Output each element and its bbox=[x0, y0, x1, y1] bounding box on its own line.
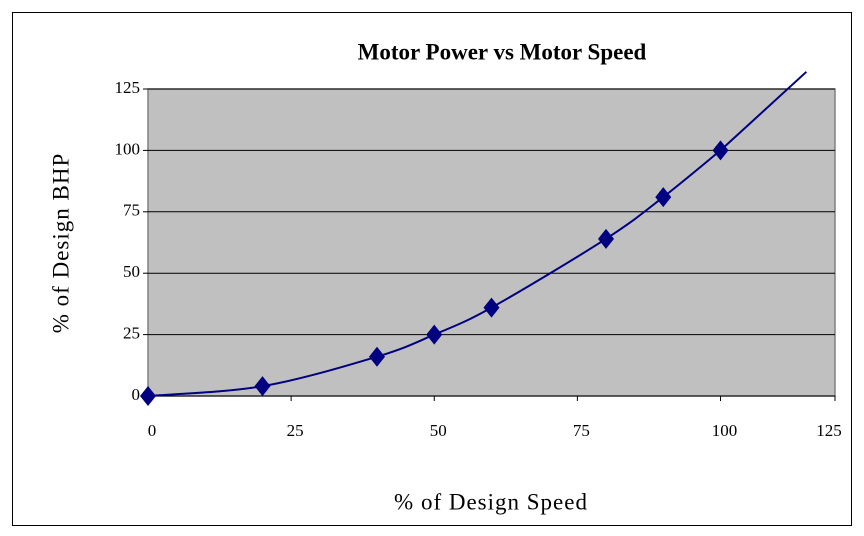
data-point bbox=[598, 228, 614, 249]
x-tick-label: 125 bbox=[816, 421, 842, 440]
x-tick-label: 75 bbox=[573, 421, 590, 440]
data-point bbox=[140, 386, 156, 406]
y-tick-label: 50 bbox=[123, 262, 140, 281]
x-axis-label: % of Design Speed bbox=[394, 489, 588, 514]
data-point bbox=[369, 346, 385, 367]
y-tick-label: 0 bbox=[132, 385, 141, 404]
x-tick-label: 50 bbox=[430, 421, 447, 440]
data-point bbox=[655, 187, 672, 208]
chart-title: Motor Power vs Motor Speed bbox=[358, 39, 647, 64]
y-tick-label: 25 bbox=[123, 324, 140, 343]
data-point bbox=[426, 324, 443, 345]
plot-area bbox=[147, 88, 836, 397]
x-tick-label: 100 bbox=[712, 421, 738, 440]
data-point bbox=[483, 297, 500, 318]
series-line bbox=[719, 71, 808, 152]
x-tick-label: 0 bbox=[148, 421, 157, 440]
data-point bbox=[254, 376, 271, 397]
x-tick-label: 25 bbox=[287, 421, 304, 440]
y-tick-label: 125 bbox=[115, 78, 141, 97]
y-tick-label: 75 bbox=[123, 201, 140, 220]
y-axis-label: % of Design BHP bbox=[48, 153, 73, 333]
y-tick-label: 100 bbox=[115, 139, 141, 158]
